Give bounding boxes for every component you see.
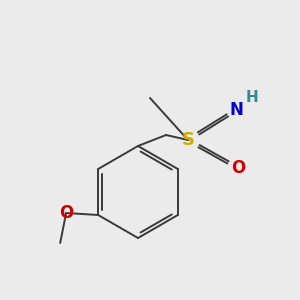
Text: S: S: [182, 131, 194, 149]
Text: H: H: [246, 91, 258, 106]
Text: O: O: [231, 159, 245, 177]
Text: O: O: [59, 204, 73, 222]
Text: N: N: [229, 101, 243, 119]
